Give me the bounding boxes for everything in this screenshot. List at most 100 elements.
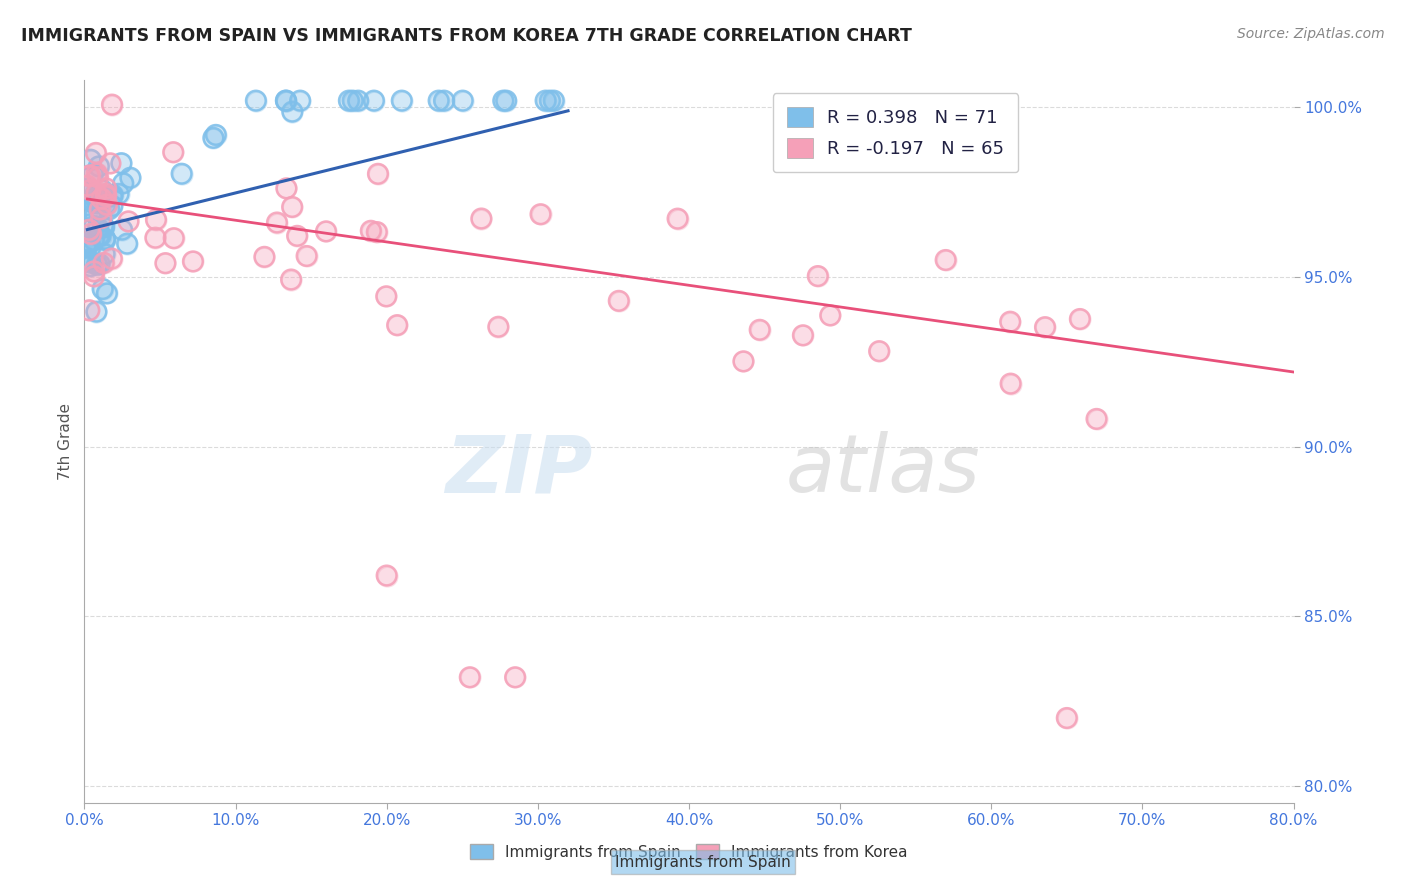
Point bbox=[96, 197, 118, 211]
Point bbox=[486, 319, 509, 334]
Point bbox=[1069, 312, 1091, 326]
Point bbox=[1085, 412, 1108, 426]
Point bbox=[79, 153, 101, 167]
Point bbox=[101, 187, 124, 202]
Point bbox=[115, 236, 138, 251]
Point bbox=[315, 224, 337, 238]
Point bbox=[75, 198, 97, 212]
Point bbox=[98, 156, 121, 170]
Point bbox=[935, 252, 957, 267]
Point bbox=[391, 94, 413, 108]
Point bbox=[868, 344, 890, 359]
Point bbox=[342, 94, 364, 108]
Point bbox=[1056, 711, 1078, 725]
Point bbox=[86, 167, 108, 181]
Point bbox=[94, 186, 117, 201]
Point bbox=[145, 230, 167, 244]
Point bbox=[83, 194, 105, 209]
Point bbox=[79, 255, 101, 269]
Point bbox=[117, 214, 139, 228]
Point bbox=[77, 169, 100, 183]
Point bbox=[91, 183, 114, 197]
Point bbox=[538, 94, 561, 108]
Point bbox=[111, 222, 134, 236]
Point bbox=[98, 156, 121, 170]
Point bbox=[107, 186, 129, 201]
Point bbox=[80, 227, 103, 241]
Point bbox=[280, 272, 302, 286]
Point bbox=[935, 252, 957, 267]
Point bbox=[1056, 711, 1078, 725]
Point bbox=[93, 256, 115, 270]
Point bbox=[170, 167, 193, 181]
Point bbox=[495, 94, 517, 108]
Point bbox=[87, 196, 110, 211]
Point bbox=[79, 169, 101, 183]
Point bbox=[666, 211, 689, 226]
Point bbox=[80, 204, 103, 219]
Point bbox=[75, 182, 97, 196]
Point bbox=[288, 94, 311, 108]
Point bbox=[84, 186, 107, 201]
Point bbox=[375, 568, 398, 582]
Point bbox=[285, 228, 308, 243]
Point bbox=[253, 250, 276, 264]
Point bbox=[733, 354, 755, 368]
Point bbox=[90, 228, 112, 243]
Point bbox=[86, 189, 108, 203]
Point bbox=[76, 178, 98, 193]
Point bbox=[748, 323, 770, 337]
Point bbox=[75, 236, 97, 251]
Point bbox=[79, 241, 101, 255]
Point bbox=[145, 212, 167, 227]
Point bbox=[534, 94, 557, 108]
Point bbox=[204, 128, 226, 142]
Point bbox=[470, 211, 492, 226]
Point bbox=[90, 192, 112, 206]
Point bbox=[155, 256, 177, 270]
Point bbox=[83, 264, 105, 278]
Point bbox=[163, 231, 186, 245]
Point bbox=[86, 189, 108, 203]
Point bbox=[101, 199, 124, 213]
Point bbox=[93, 220, 115, 235]
Point bbox=[427, 94, 450, 108]
Point bbox=[79, 255, 101, 269]
Point bbox=[76, 178, 98, 193]
Point bbox=[94, 189, 117, 203]
Point bbox=[101, 189, 124, 203]
Point bbox=[470, 211, 492, 226]
Point bbox=[120, 170, 142, 185]
Point bbox=[792, 328, 814, 343]
Point bbox=[337, 94, 360, 108]
Point bbox=[458, 670, 481, 684]
Point bbox=[276, 181, 298, 195]
Point bbox=[83, 269, 105, 284]
Point bbox=[94, 232, 117, 246]
Point bbox=[94, 232, 117, 246]
Point bbox=[87, 220, 110, 235]
Point bbox=[84, 145, 107, 160]
Point bbox=[87, 220, 110, 235]
Point bbox=[101, 252, 124, 266]
Point bbox=[93, 220, 115, 235]
Point bbox=[451, 94, 474, 108]
Point bbox=[79, 183, 101, 197]
Point bbox=[94, 181, 117, 195]
Point bbox=[93, 256, 115, 270]
Text: atlas: atlas bbox=[786, 432, 980, 509]
Point bbox=[86, 186, 108, 201]
Point bbox=[288, 94, 311, 108]
Point bbox=[458, 670, 481, 684]
Point bbox=[112, 176, 135, 190]
Point bbox=[181, 254, 204, 268]
Point bbox=[82, 194, 104, 209]
Point bbox=[492, 94, 515, 108]
Point bbox=[998, 315, 1021, 329]
Point bbox=[90, 192, 112, 206]
Point bbox=[998, 315, 1021, 329]
Point bbox=[820, 309, 842, 323]
Point bbox=[75, 198, 97, 212]
Point bbox=[607, 293, 630, 308]
Point bbox=[80, 227, 103, 241]
